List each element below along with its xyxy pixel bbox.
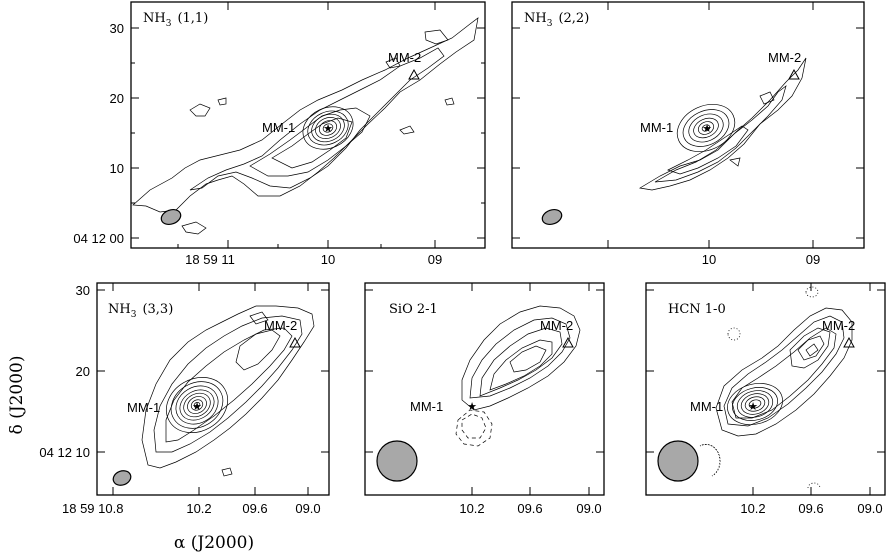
x-tick-label: 09.6: [798, 501, 823, 516]
x-ticks: [752, 283, 871, 495]
y-tick-label: 10: [110, 161, 124, 176]
y-ticks: [97, 289, 329, 453]
y-tick-label: 20: [110, 91, 124, 106]
panel-title: NH3 (1,1): [143, 11, 208, 29]
mm1-label: MM-1: [127, 400, 160, 415]
panel-hcn: 10.2 09.6 09.0 HCN 1-0 MM-1 ★ MM-2: [645, 282, 886, 516]
y-tick-label: 04 12 10: [39, 445, 90, 460]
x-axis-label: α (J2000): [174, 533, 254, 553]
x-tick-label: 10.2: [740, 501, 765, 516]
beam-ellipse: [160, 208, 182, 226]
panel-title: SiO 2-1: [389, 302, 438, 317]
y-ticks: [131, 27, 485, 239]
y-ticks: [512, 27, 864, 239]
mm2-label: MM-2: [388, 50, 421, 65]
mm1-star-marker: ★: [192, 400, 202, 413]
mm2-triangle-marker: [562, 336, 574, 348]
panel-frame: [364, 282, 605, 496]
y-axis-label: δ (J2000): [7, 356, 27, 435]
mm1-star-marker: ★: [702, 122, 712, 135]
x-tick-label: 10: [321, 252, 335, 267]
mm1-label: MM-1: [262, 120, 295, 135]
panel-frame: [511, 1, 865, 249]
mm2-triangle-marker: [289, 336, 301, 348]
mm1-star-marker: ★: [323, 122, 333, 135]
x-tick-label: 09.6: [242, 501, 267, 516]
x-tick-label: 09.6: [517, 501, 542, 516]
y-tick-label: 30: [76, 283, 90, 298]
x-ticks: [607, 2, 814, 248]
contour-map: [699, 286, 853, 489]
panel-title: HCN 1-0: [668, 302, 726, 317]
panel-frame: [96, 282, 330, 496]
mm2-label: MM-2: [264, 318, 297, 333]
x-tick-label: 09: [428, 252, 442, 267]
mm2-label: MM-2: [540, 318, 573, 333]
beam-ellipse: [541, 208, 563, 226]
x-ticks: [112, 283, 309, 495]
x-tick-label: 09.0: [857, 501, 882, 516]
x-tick-label: 09.0: [576, 501, 601, 516]
contour-map: [132, 17, 479, 235]
panel-frame: [645, 282, 886, 496]
x-tick-label: 18 59 11: [185, 252, 235, 267]
panel-title: NH3 (3,3): [108, 302, 173, 320]
mm2-triangle-marker: [788, 68, 800, 80]
panel-title: NH3 (2,2): [524, 11, 589, 29]
panel-frame: [130, 1, 486, 249]
x-ticks: [177, 2, 436, 248]
beam-ellipse: [376, 440, 418, 482]
y-tick-label: 20: [76, 364, 90, 379]
mm1-star-marker: ★: [748, 400, 758, 413]
beam-ellipse: [657, 440, 699, 482]
x-tick-label: 10.2: [186, 501, 211, 516]
contour-map: [141, 305, 315, 477]
mm2-triangle-marker: [408, 68, 420, 80]
mm1-star-marker: ★: [467, 400, 477, 413]
contour-map: [455, 305, 581, 447]
x-tick-label: 10: [702, 252, 716, 267]
panel-sio: 10.2 09.6 09.0 SiO 2-1 MM-1 ★ MM-2: [364, 282, 605, 516]
panel-nh3-11: 30 20 10 04 12 00 18 59 11 10 09 NH3 (1,1…: [73, 1, 486, 267]
beam-ellipse: [112, 470, 132, 486]
x-tick-label: 09: [806, 252, 820, 267]
y-ticks: [646, 289, 885, 453]
contour-map: [639, 57, 807, 191]
mm2-label: MM-2: [822, 318, 855, 333]
x-tick-label: 18 59 10.8: [62, 501, 123, 516]
x-tick-label: 10.2: [459, 501, 484, 516]
x-ticks: [471, 283, 590, 495]
mm2-label: MM-2: [768, 50, 801, 65]
panel-nh3-33: 30 20 04 12 10 18 59 10.8 10.2 09.6 09.0…: [39, 282, 330, 516]
mm1-label: MM-1: [410, 399, 443, 414]
mm2-triangle-marker: [843, 336, 855, 348]
panel-nh3-22: 10 09 NH3 (2,2) MM-1 ★ MM-2: [511, 1, 865, 267]
mm1-label: MM-1: [690, 399, 723, 414]
mm1-label: MM-1: [640, 120, 673, 135]
y-ticks: [365, 289, 604, 453]
y-tick-label: 04 12 00: [73, 231, 124, 246]
y-tick-label: 30: [110, 21, 124, 36]
x-tick-label: 09.0: [295, 501, 320, 516]
